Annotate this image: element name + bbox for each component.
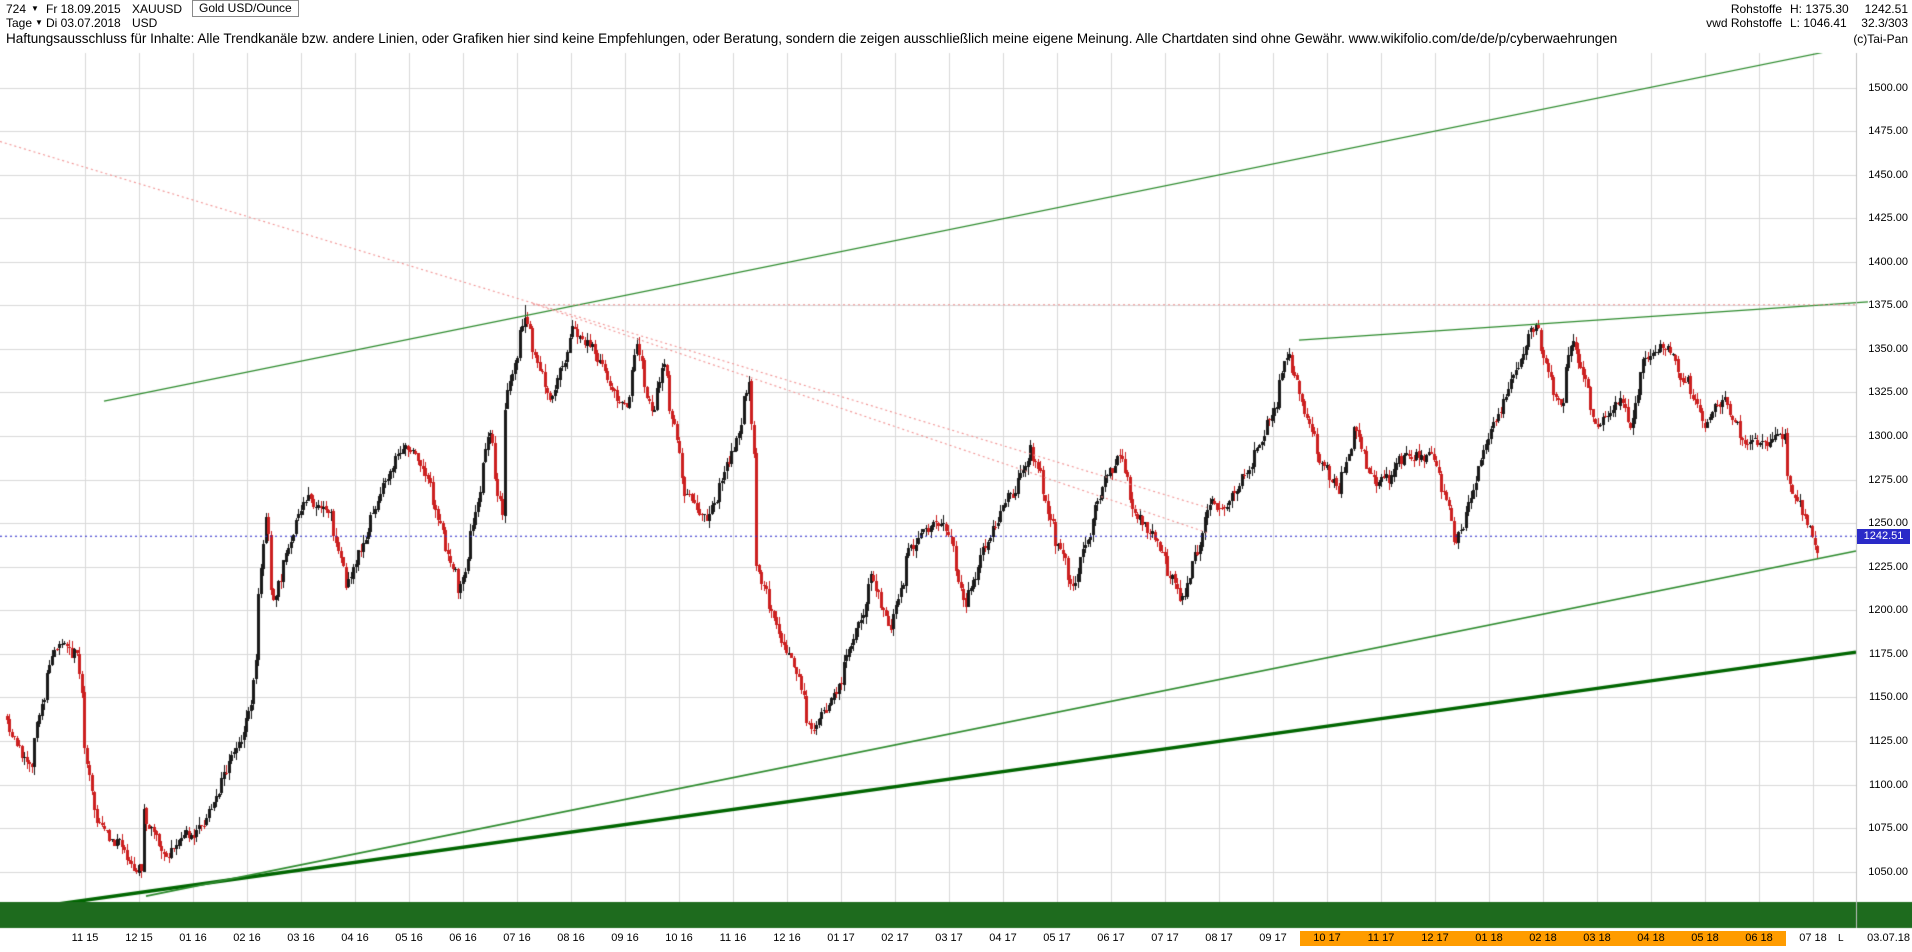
taipan-chart-window: 724 ▼ Fr 18.09.2015 XAUUSD Gold USD/Ounc… xyxy=(0,0,1912,952)
price-chart-canvas[interactable] xyxy=(0,0,1912,952)
